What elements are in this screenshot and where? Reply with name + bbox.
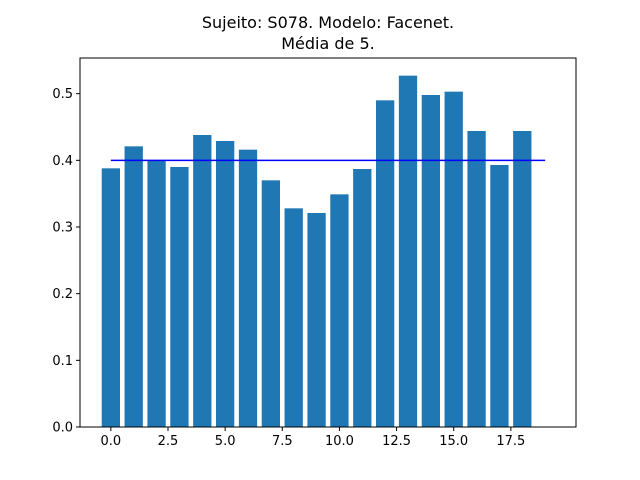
bar-11 xyxy=(353,169,372,427)
x-tick-label: 5.0 xyxy=(215,434,236,449)
y-tick-label: 0.3 xyxy=(52,221,73,236)
x-tick-label: 0.0 xyxy=(101,434,122,449)
bar-8 xyxy=(284,208,303,427)
bar-17 xyxy=(490,165,509,427)
bar-4 xyxy=(193,135,212,427)
bar-9 xyxy=(307,213,326,427)
y-tick-label: 0.5 xyxy=(52,87,73,102)
y-tick-label: 0.2 xyxy=(52,287,73,302)
plot-frame xyxy=(79,57,577,428)
x-axis-ticks: 0.0 2.5 5.0 7.5 10.0 12.5 15.0 17.5 xyxy=(101,427,525,449)
bar-14 xyxy=(421,95,440,427)
bar-0 xyxy=(101,168,120,428)
y-tick-label: 0.1 xyxy=(52,354,73,369)
bar-12 xyxy=(376,100,395,427)
bars-group xyxy=(101,75,532,428)
x-tick-label: 12.5 xyxy=(382,434,411,449)
y-tick-label: 0.0 xyxy=(52,421,73,436)
bar-16 xyxy=(467,131,486,427)
bar-7 xyxy=(261,180,280,427)
bar-1 xyxy=(124,146,143,428)
bar-10 xyxy=(330,194,349,427)
y-axis-ticks: 0.0 0.1 0.2 0.3 0.4 0.5 xyxy=(52,87,80,436)
bar-5 xyxy=(216,141,235,427)
bar-6 xyxy=(238,149,258,427)
x-tick-label: 2.5 xyxy=(158,434,179,449)
x-tick-label: 17.5 xyxy=(496,434,525,449)
x-tick-label: 10.0 xyxy=(325,434,354,449)
chart-title-line-2: Média de 5. xyxy=(281,34,375,53)
chart-title-line-1: Sujeito: S078. Modelo: Facenet. xyxy=(202,13,454,32)
x-tick-label: 7.5 xyxy=(272,434,293,449)
bar-18 xyxy=(513,131,532,427)
bar-3 xyxy=(170,167,189,427)
bar-2 xyxy=(147,160,166,428)
bar-15 xyxy=(444,91,463,428)
bar-13 xyxy=(398,75,418,428)
y-tick-label: 0.4 xyxy=(52,154,73,169)
x-tick-label: 15.0 xyxy=(439,434,468,449)
